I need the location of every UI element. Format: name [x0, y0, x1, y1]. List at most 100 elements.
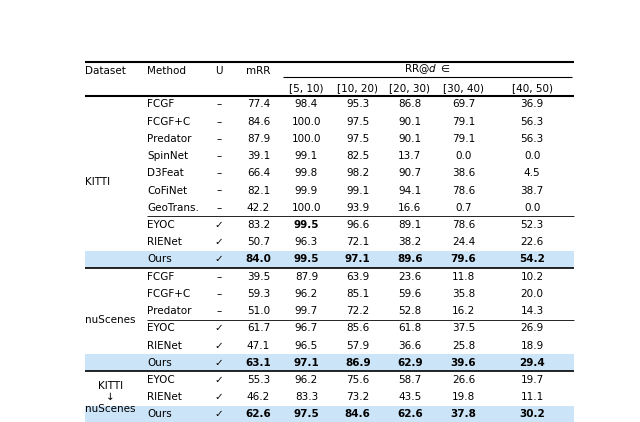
Text: RIENet: RIENet [147, 237, 182, 247]
Text: –: – [216, 116, 221, 127]
Text: 84.6: 84.6 [345, 409, 371, 419]
Text: GeoTrans.: GeoTrans. [147, 203, 199, 213]
Text: 85.6: 85.6 [346, 323, 369, 333]
Text: 37.5: 37.5 [452, 323, 475, 333]
Text: 97.1: 97.1 [345, 254, 371, 265]
Text: FCGF+C: FCGF+C [147, 289, 190, 299]
Text: 89.1: 89.1 [398, 220, 422, 230]
Text: 50.7: 50.7 [247, 237, 270, 247]
Text: ✓: ✓ [214, 323, 223, 333]
Text: 77.4: 77.4 [247, 100, 270, 109]
Text: 98.2: 98.2 [346, 168, 369, 179]
Text: –: – [216, 100, 221, 109]
Text: 83.2: 83.2 [247, 220, 270, 230]
Text: SpinNet: SpinNet [147, 151, 188, 161]
Text: ✓: ✓ [214, 375, 223, 385]
Text: mRR: mRR [246, 66, 271, 76]
Text: 43.5: 43.5 [398, 392, 422, 402]
Text: 62.9: 62.9 [397, 358, 422, 368]
Text: 11.1: 11.1 [520, 392, 544, 402]
Text: 72.1: 72.1 [346, 237, 369, 247]
Text: 39.6: 39.6 [451, 358, 476, 368]
Text: FCGF: FCGF [147, 100, 174, 109]
Text: 89.6: 89.6 [397, 254, 422, 265]
Text: nuScenes: nuScenes [85, 315, 136, 325]
Bar [85, 251, 573, 268]
Text: 30.2: 30.2 [519, 409, 545, 419]
Text: –: – [216, 289, 221, 299]
Text: ✓: ✓ [214, 409, 223, 419]
Text: ✓: ✓ [214, 220, 223, 230]
Text: 86.8: 86.8 [398, 100, 422, 109]
Text: 36.6: 36.6 [398, 341, 422, 351]
Text: 97.5: 97.5 [294, 409, 319, 419]
Text: 59.3: 59.3 [247, 289, 270, 299]
Text: 83.3: 83.3 [295, 392, 318, 402]
Text: –: – [216, 168, 221, 179]
Text: 98.4: 98.4 [295, 100, 318, 109]
Text: 23.6: 23.6 [398, 272, 422, 281]
Text: 24.4: 24.4 [452, 237, 475, 247]
Text: 78.6: 78.6 [452, 186, 475, 195]
Text: 95.3: 95.3 [346, 100, 369, 109]
Text: 87.9: 87.9 [247, 134, 270, 144]
Text: 19.8: 19.8 [452, 392, 475, 402]
Text: 0.0: 0.0 [524, 151, 540, 161]
Text: 22.6: 22.6 [520, 237, 544, 247]
Text: KITTI: KITTI [85, 177, 110, 187]
Text: 56.3: 56.3 [520, 116, 544, 127]
Bar [85, 406, 573, 422]
Text: 36.9: 36.9 [520, 100, 544, 109]
Text: 4.5: 4.5 [524, 168, 540, 179]
Text: 87.9: 87.9 [295, 272, 318, 281]
Text: 58.7: 58.7 [398, 375, 422, 385]
Text: 72.2: 72.2 [346, 306, 369, 316]
Text: U: U [215, 66, 223, 76]
Text: RIENet: RIENet [147, 341, 182, 351]
Text: –: – [216, 203, 221, 213]
Text: ✓: ✓ [214, 237, 223, 247]
Text: [40, 50): [40, 50) [511, 83, 552, 93]
Text: 11.8: 11.8 [452, 272, 475, 281]
Text: 96.3: 96.3 [295, 237, 318, 247]
Text: 90.1: 90.1 [398, 116, 421, 127]
Text: 84.6: 84.6 [247, 116, 270, 127]
Text: 38.6: 38.6 [452, 168, 475, 179]
Text: 99.1: 99.1 [295, 151, 318, 161]
Text: 29.4: 29.4 [519, 358, 545, 368]
Text: Ours: Ours [147, 358, 172, 368]
Text: ✓: ✓ [214, 358, 223, 368]
Text: Method: Method [147, 66, 186, 76]
Text: 93.9: 93.9 [346, 203, 369, 213]
Text: 39.1: 39.1 [247, 151, 270, 161]
Text: 61.8: 61.8 [398, 323, 422, 333]
Text: 100.0: 100.0 [292, 134, 321, 144]
Bar [85, 354, 573, 371]
Text: 82.1: 82.1 [247, 186, 270, 195]
Text: 39.5: 39.5 [247, 272, 270, 281]
Text: Predator: Predator [147, 134, 191, 144]
Text: 94.1: 94.1 [398, 186, 422, 195]
Text: Predator: Predator [147, 306, 191, 316]
Text: EYOC: EYOC [147, 375, 175, 385]
Text: D3Feat: D3Feat [147, 168, 184, 179]
Text: ✓: ✓ [214, 254, 223, 265]
Text: 52.3: 52.3 [520, 220, 544, 230]
Text: ✓: ✓ [214, 341, 223, 351]
Text: 73.2: 73.2 [346, 392, 369, 402]
Text: 18.9: 18.9 [520, 341, 544, 351]
Text: RIENet: RIENet [147, 392, 182, 402]
Text: 79.6: 79.6 [451, 254, 476, 265]
Text: 61.7: 61.7 [247, 323, 270, 333]
Text: 96.2: 96.2 [295, 375, 318, 385]
Text: 19.7: 19.7 [520, 375, 544, 385]
Text: 84.0: 84.0 [246, 254, 271, 265]
Text: –: – [216, 151, 221, 161]
Text: 46.2: 46.2 [247, 392, 270, 402]
Text: 96.2: 96.2 [295, 289, 318, 299]
Text: 20.0: 20.0 [520, 289, 543, 299]
Text: 99.5: 99.5 [294, 220, 319, 230]
Text: 47.1: 47.1 [247, 341, 270, 351]
Text: 0.7: 0.7 [455, 203, 472, 213]
Text: EYOC: EYOC [147, 323, 175, 333]
